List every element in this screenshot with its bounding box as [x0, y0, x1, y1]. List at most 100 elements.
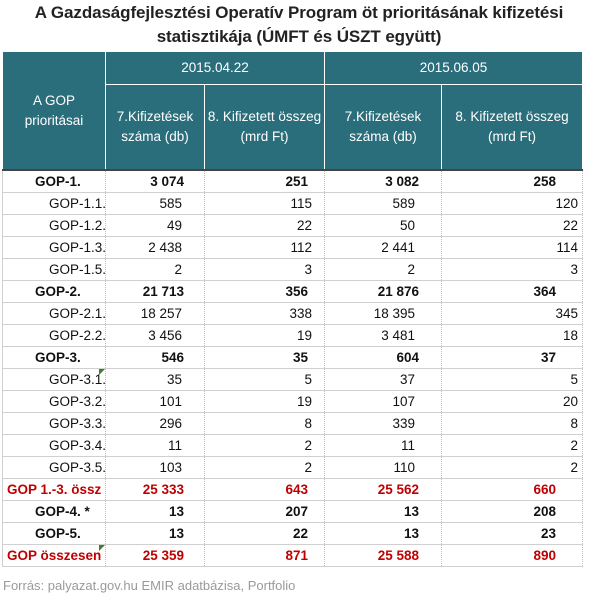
cell-amount-2: 208: [441, 500, 584, 523]
cell-amount-2: 20: [441, 390, 584, 413]
cell-amount-1: 115: [204, 192, 326, 215]
cell-amount-1: 19: [204, 324, 326, 347]
cell-amount-1: 2: [204, 434, 326, 457]
cell-count-2: 3 481: [324, 324, 443, 347]
header-count-1: 7.Kifizetések száma (db): [105, 84, 205, 171]
table-row: GOP 1.-3. össz 25 333 643 25 562 660: [2, 478, 584, 501]
cell-amount-1: 356: [204, 280, 326, 303]
row-label: GOP-1.2.: [2, 214, 106, 237]
table-row: GOP összesen 25 359 871 25 588 890: [2, 544, 584, 567]
cell-count-1: 25 333: [105, 478, 205, 501]
table-row: GOP-3.2. 101 19 107 20: [2, 390, 584, 413]
row-label: GOP-2.1.: [2, 302, 106, 325]
cell-count-1: 2: [105, 258, 205, 281]
header-date-1: 2015.04.22: [104, 51, 326, 85]
cell-count-1: 35: [105, 368, 205, 391]
cell-amount-1: 3: [204, 258, 326, 281]
cell-amount-2: 22: [441, 214, 584, 237]
cell-count-2: 2: [324, 258, 443, 281]
row-label: GOP-3.3.: [2, 412, 106, 435]
cell-count-1: 2 438: [105, 236, 205, 259]
cell-count-2: 37: [324, 368, 443, 391]
cell-count-2: 589: [324, 192, 443, 215]
table-row: GOP-1.1. 585 115 589 120: [2, 192, 584, 215]
cell-count-1: 546: [105, 346, 205, 369]
cell-amount-1: 112: [204, 236, 326, 259]
header-amount-2: 8. Kifizetett összeg (mrd Ft): [441, 84, 584, 171]
header-amount-1: 8. Kifizetett összeg (mrd Ft): [203, 84, 326, 171]
cell-count-2: 110: [324, 456, 443, 479]
cell-amount-1: 871: [204, 544, 326, 567]
cell-amount-1: 2: [204, 456, 326, 479]
cell-amount-1: 22: [204, 522, 326, 545]
row-label: GOP-1.5.: [2, 258, 106, 281]
cell-count-1: 103: [105, 456, 205, 479]
cell-amount-1: 207: [204, 500, 326, 523]
table-row: GOP-1.2. 49 22 50 22: [2, 214, 584, 237]
row-label: GOP-4. *: [2, 500, 106, 523]
cell-count-2: 13: [324, 522, 443, 545]
table-row: GOP-2.1. 18 257 338 18 395 345: [2, 302, 584, 325]
cell-amount-2: 890: [441, 544, 584, 567]
table-row: GOP-2. 21 713 356 21 876 364: [2, 280, 584, 303]
cell-amount-1: 251: [204, 169, 326, 193]
cell-count-2: 11: [324, 434, 443, 457]
cell-amount-2: 364: [441, 280, 584, 303]
row-label: GOP-2.2.: [2, 324, 106, 347]
row-label: GOP-1.: [2, 169, 106, 193]
cell-amount-1: 5: [204, 368, 326, 391]
row-label: GOP-3.1.: [2, 368, 106, 391]
cell-count-1: 13: [105, 500, 205, 523]
row-label: GOP 1.-3. össz: [2, 478, 106, 501]
table-row: GOP-1.3. 2 438 112 2 441 114: [2, 236, 584, 259]
header-count-2: 7.Kifizetések száma (db): [324, 84, 443, 171]
table-row: GOP-4. * 13 207 13 208: [2, 500, 584, 523]
cell-count-1: 3 074: [105, 169, 205, 193]
source-note: Forrás: palyazat.gov.hu EMIR adatbázisa,…: [3, 578, 296, 593]
cell-amount-2: 660: [441, 478, 584, 501]
cell-count-2: 3 082: [324, 169, 443, 193]
cell-count-1: 13: [105, 522, 205, 545]
table-row: GOP-3. 546 35 604 37: [2, 346, 584, 369]
row-label: GOP-3.5.: [2, 456, 106, 479]
header-date-2: 2015.06.05: [324, 51, 584, 85]
row-label: GOP-5.: [2, 522, 106, 545]
cell-amount-2: 23: [441, 522, 584, 545]
cell-count-2: 21 876: [324, 280, 443, 303]
cell-amount-2: 8: [441, 412, 584, 435]
table-row: GOP-3.5. 103 2 110 2: [2, 456, 584, 479]
cell-amount-2: 37: [441, 346, 584, 369]
cell-count-2: 13: [324, 500, 443, 523]
cell-amount-2: 120: [441, 192, 584, 215]
row-label: GOP-3.: [2, 346, 106, 369]
cell-count-1: 3 456: [105, 324, 205, 347]
table-row: GOP-5. 13 22 13 23: [2, 522, 584, 545]
cell-amount-1: 8: [204, 412, 326, 435]
cell-count-2: 18 395: [324, 302, 443, 325]
cell-amount-1: 22: [204, 214, 326, 237]
cell-count-1: 11: [105, 434, 205, 457]
cell-count-1: 296: [105, 412, 205, 435]
table-row: GOP-3.3. 296 8 339 8: [2, 412, 584, 435]
cell-count-2: 25 588: [324, 544, 443, 567]
row-label: GOP-1.1.: [2, 192, 106, 215]
table-row: GOP-2.2. 3 456 19 3 481 18: [2, 324, 584, 347]
table-row: GOP-1. 3 074 251 3 082 258: [2, 169, 584, 193]
header-priority: A GOP prioritásai: [2, 51, 106, 171]
payments-table: A GOP prioritásai 2015.04.22 2015.06.05 …: [2, 51, 584, 567]
row-label: GOP-2.: [2, 280, 106, 303]
cell-amount-1: 338: [204, 302, 326, 325]
cell-count-1: 585: [105, 192, 205, 215]
cell-count-2: 25 562: [324, 478, 443, 501]
cell-amount-2: 18: [441, 324, 584, 347]
cell-count-2: 339: [324, 412, 443, 435]
cell-amount-1: 643: [204, 478, 326, 501]
cell-amount-2: 345: [441, 302, 584, 325]
table-row: GOP-3.4. 11 2 11 2: [2, 434, 584, 457]
cell-amount-2: 5: [441, 368, 584, 391]
cell-count-2: 604: [324, 346, 443, 369]
table-row: GOP-3.1. 35 5 37 5: [2, 368, 584, 391]
row-label: GOP-3.2.: [2, 390, 106, 413]
row-label: GOP összesen: [2, 544, 106, 567]
row-label: GOP-3.4.: [2, 434, 106, 457]
